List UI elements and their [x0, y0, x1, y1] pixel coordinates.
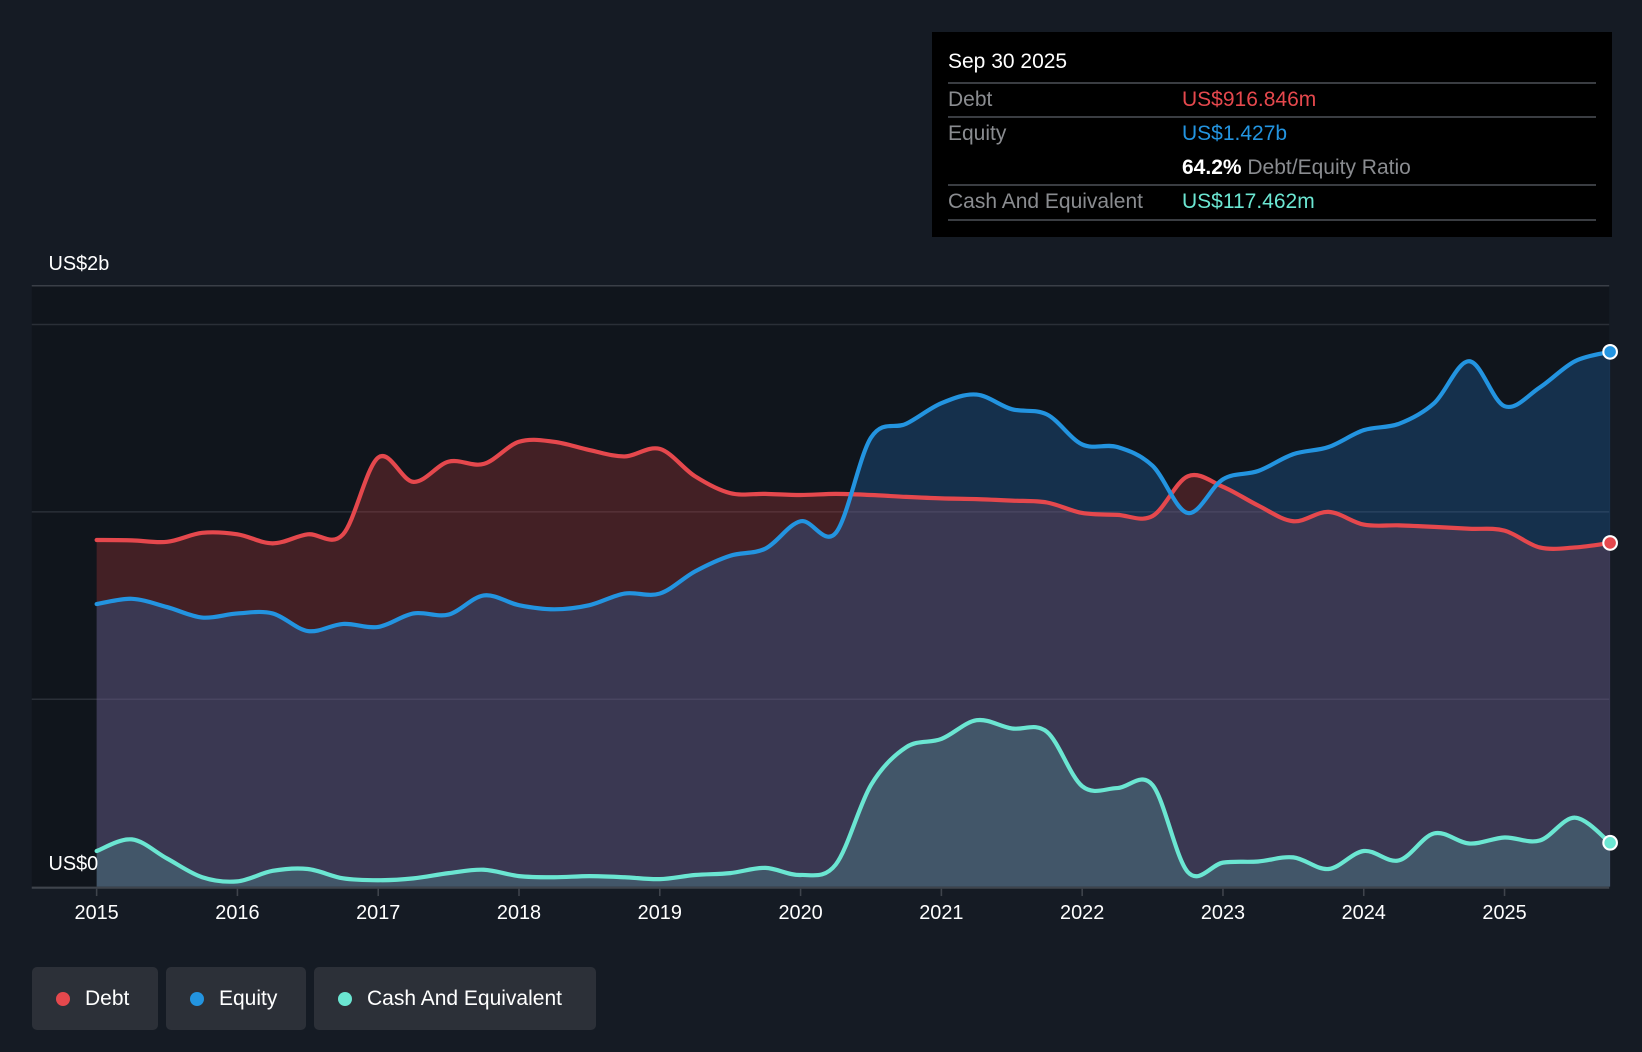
x-tick-label: 2025: [1482, 902, 1526, 924]
x-tick-label: 2021: [919, 902, 963, 924]
equity-area: [96, 351, 1611, 887]
y-label-top: US$2b: [48, 253, 109, 275]
x-tick-label: 2017: [356, 902, 400, 924]
tooltip-ratio: 64.2% Debt/Equity Ratio: [1182, 156, 1411, 180]
x-tick-label: 2019: [638, 902, 682, 924]
tooltip-ratio-value: 64.2%: [1182, 156, 1242, 179]
legend-equity[interactable]: Equity: [166, 967, 306, 1030]
equity-dot-icon: [190, 991, 204, 1006]
tooltip-equity-label: Equity: [948, 122, 1007, 145]
x-tick-label: 2024: [1342, 902, 1386, 924]
x-tick-label: 2023: [1201, 902, 1245, 924]
y-label-zero: US$0: [48, 853, 98, 875]
legend-cash-label: Cash And Equivalent: [367, 986, 562, 1010]
tooltip-cash-value: US$117.462m: [1182, 190, 1315, 213]
cash-dot-icon: [338, 991, 352, 1006]
tooltip-debt-label: Debt: [948, 88, 993, 111]
legend-cash[interactable]: Cash And Equivalent: [314, 967, 596, 1030]
debt-dot-icon: [56, 991, 70, 1006]
tooltip-equity-value: US$1.427b: [1182, 122, 1288, 145]
x-tick-label: 2015: [75, 902, 119, 924]
x-tick-label: 2022: [1060, 902, 1104, 924]
x-tick-label: 2020: [778, 902, 822, 924]
tooltip-divider: [948, 219, 1596, 221]
legend-debt[interactable]: Debt: [32, 967, 158, 1030]
equity-end-marker[interactable]: [1602, 344, 1618, 360]
cash-and-equivalent-area: [96, 719, 1611, 887]
x-tick-label: 2016: [215, 902, 259, 924]
cash-and-equivalent-line: [94, 717, 1613, 884]
tooltip-cash-label: Cash And Equivalent: [948, 190, 1143, 213]
cash-and-equivalent-end-marker[interactable]: [1602, 834, 1618, 851]
debt-end-marker[interactable]: [1602, 535, 1618, 551]
tooltip-cash-row: Cash And Equivalent US$117.462m: [948, 184, 1596, 220]
debt-area: [96, 439, 1611, 887]
plot-background: [31, 285, 1610, 887]
tooltip-debt-value: US$916.846m: [1182, 88, 1317, 111]
tooltip: Sep 30 2025 Debt US$916.846m Equity US$1…: [932, 32, 1612, 237]
legend-debt-label: Debt: [85, 986, 130, 1010]
tooltip-equity-row: Equity US$1.427b 64.2% Debt/Equity Ratio: [948, 116, 1596, 186]
x-tick-label: 2018: [497, 902, 541, 924]
tooltip-ratio-label: Debt/Equity Ratio: [1247, 156, 1411, 179]
legend-equity-label: Equity: [219, 986, 278, 1010]
equity-line: [94, 349, 1613, 634]
tooltip-date: Sep 30 2025: [948, 50, 1068, 73]
tooltip-debt-row: Debt US$916.846m: [948, 82, 1596, 118]
